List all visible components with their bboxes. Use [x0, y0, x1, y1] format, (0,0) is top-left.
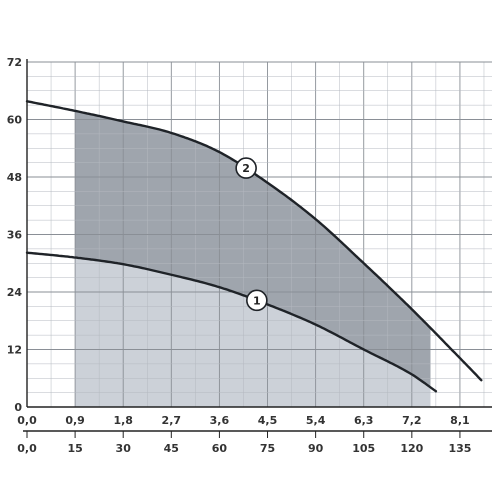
chart-axes [23, 59, 492, 438]
x-tick-label: 1,8 [113, 414, 133, 427]
secondary-x-tick-label: 120 [400, 442, 423, 455]
secondary-x-tick-label: 105 [352, 442, 375, 455]
curve-label-1: 1 [253, 294, 261, 307]
curve-label-1-marker [246, 289, 268, 312]
secondary-x-tick-label: 0,0 [17, 442, 37, 455]
y-tick-label: 60 [7, 114, 23, 127]
operating-range-lower [75, 257, 431, 407]
secondary-x-tick-label: 75 [260, 442, 275, 455]
y-tick-label: 0 [14, 401, 22, 414]
x-tick-label: 4,5 [258, 414, 278, 427]
shaded-operating-areas [75, 110, 431, 407]
y-tick-label: 24 [7, 286, 23, 299]
secondary-x-tick-label: 45 [164, 442, 179, 455]
y-tick-label: 72 [7, 56, 22, 69]
x-tick-label: 0,9 [65, 414, 85, 427]
y-tick-label: 48 [7, 171, 22, 184]
secondary-x-tick-label: 135 [448, 442, 471, 455]
curve-labels: 12 [235, 157, 268, 312]
secondary-x-tick-label: 90 [308, 442, 324, 455]
x-tick-label: 0,0 [17, 414, 37, 427]
curve-1 [25, 251, 438, 393]
x-tick-label: 3,6 [210, 414, 230, 427]
y-tick-label: 12 [7, 344, 22, 357]
x-tick-label: 7,2 [402, 414, 422, 427]
x-tick-label: 6,3 [354, 414, 374, 427]
operating-range-upper [75, 110, 431, 388]
x-tick-label: 2,7 [162, 414, 182, 427]
secondary-x-tick-label: 15 [67, 442, 82, 455]
y-tick-label: 36 [7, 229, 23, 242]
curve-label-2-marker [235, 157, 257, 179]
x-tick-label: 5,4 [306, 414, 326, 427]
curve-label-2: 2 [242, 162, 250, 175]
secondary-x-tick-label: 60 [212, 442, 228, 455]
secondary-x-tick-label: 30 [116, 442, 132, 455]
x-tick-label: 8,1 [450, 414, 470, 427]
